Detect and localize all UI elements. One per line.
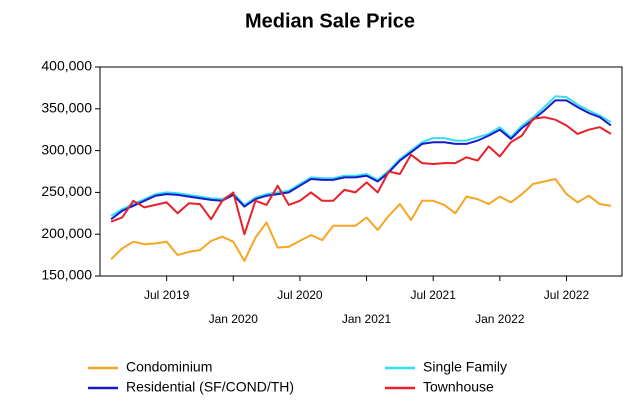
y-tick-label: 250,000	[41, 183, 92, 199]
legend-label: Single Family	[423, 359, 507, 375]
y-tick-label: 400,000	[41, 58, 92, 74]
y-tick-label: 350,000	[41, 100, 92, 116]
legend-label: Townhouse	[423, 379, 494, 395]
x-tick-label: Jul 2021	[411, 288, 457, 302]
x-tick-label: Jul 2019	[144, 288, 190, 302]
x-tick-label: Jan 2020	[209, 312, 259, 326]
legend-label: Residential (SF/COND/TH)	[126, 379, 294, 395]
legend-label: Condominium	[126, 359, 212, 375]
y-tick-label: 150,000	[41, 267, 92, 283]
chart-title: Median Sale Price	[245, 10, 415, 32]
y-tick-label: 200,000	[41, 225, 92, 241]
series-line	[110, 99, 612, 220]
plot-frame	[99, 66, 623, 277]
x-tick-label: Jan 2022	[475, 312, 525, 326]
x-tick-label: Jul 2022	[544, 288, 590, 302]
series-line	[110, 95, 612, 217]
x-tick-label: Jan 2021	[342, 312, 392, 326]
y-tick-label: 300,000	[41, 141, 92, 157]
x-tick-label: Jul 2020	[277, 288, 323, 302]
series-line	[110, 178, 612, 262]
series-line	[110, 116, 612, 236]
